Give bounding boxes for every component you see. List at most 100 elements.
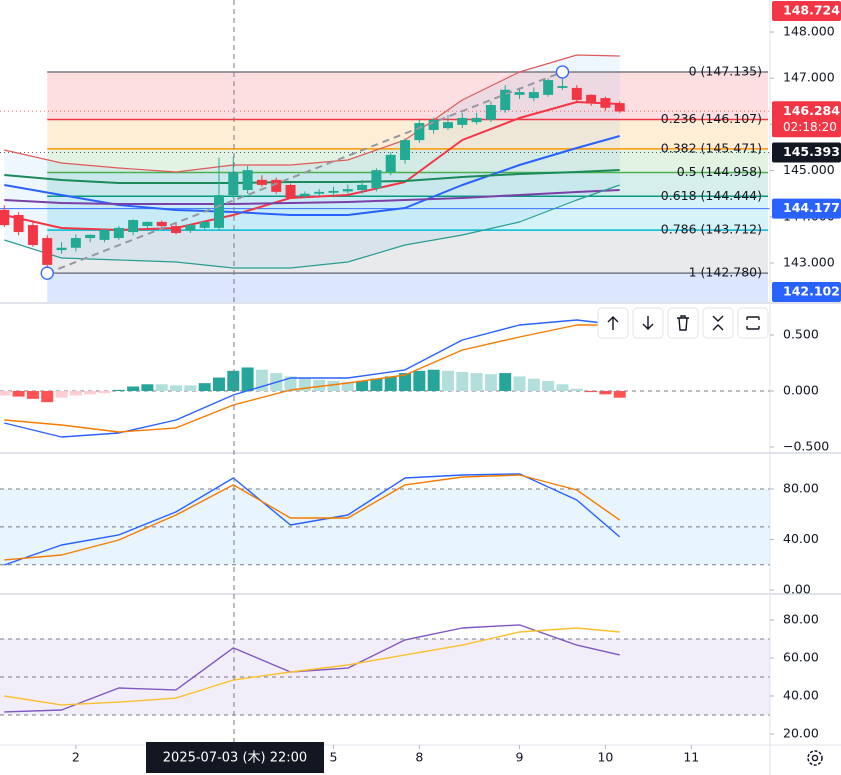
histogram-bar	[241, 367, 254, 391]
y-tick-label: −0.500	[783, 438, 829, 453]
fib-zone	[47, 196, 769, 231]
indicator-line	[4, 627, 620, 706]
y-tick-label: 0.000	[783, 382, 819, 397]
histogram-bar	[613, 390, 626, 398]
candle-body	[442, 122, 453, 129]
crosshair-label-bg	[146, 742, 324, 773]
histogram-bar	[570, 388, 583, 391]
button-icon	[712, 315, 724, 331]
indicator-line	[4, 319, 620, 438]
y-tick-label: 40.00	[783, 687, 819, 702]
indicator-line	[4, 184, 620, 269]
pane-button-delete[interactable]	[667, 307, 699, 339]
histogram-bar	[227, 370, 240, 391]
candle-body	[342, 189, 353, 192]
fib-zone	[47, 230, 769, 274]
countdown-label: 02:18:20	[783, 120, 837, 134]
histogram-bar	[69, 390, 82, 396]
gear-inner	[811, 754, 819, 762]
histogram-bar	[513, 376, 526, 391]
candle-body	[185, 225, 196, 231]
fib-label: 0.382 (145.471)	[661, 140, 762, 155]
histogram-bar	[0, 390, 11, 396]
button-icon	[607, 316, 619, 330]
x-tick-label: 5	[329, 750, 337, 765]
y-tick-label: 0.500	[783, 327, 819, 342]
histogram-bar	[399, 373, 412, 391]
indicator-line	[4, 101, 620, 231]
pane-button-move-up[interactable]	[597, 307, 629, 339]
histogram-bar	[313, 379, 326, 391]
histogram-bar	[41, 390, 54, 403]
y-tick-label: 20.00	[783, 725, 819, 740]
y-tick-label: 80.00	[783, 611, 819, 626]
band-fill	[4, 55, 620, 268]
indicator-line	[4, 473, 621, 566]
histogram-bar	[98, 390, 111, 394]
price-badge-label: 144.177	[783, 200, 840, 215]
histogram-bar	[341, 382, 354, 391]
y-tick-label: 60.00	[783, 649, 819, 664]
button-icon	[746, 316, 760, 330]
histogram-bar	[499, 373, 512, 391]
price-badge	[772, 1, 841, 21]
histogram-bar	[184, 385, 197, 391]
candle-body	[328, 190, 339, 193]
button-frame	[667, 307, 699, 339]
candle-body	[27, 225, 38, 245]
y-tick-label: 80.00	[783, 480, 819, 495]
x-tick-label: 11	[683, 750, 699, 765]
fib-zone	[47, 71, 769, 120]
candle-body	[299, 193, 310, 197]
candle-body	[528, 92, 539, 99]
histogram-bar	[255, 369, 268, 391]
button-frame	[737, 307, 769, 339]
pane-button-maximize[interactable]	[737, 307, 769, 339]
fib-anchor	[555, 65, 570, 79]
candle-body	[543, 80, 554, 95]
candle-body	[285, 184, 296, 198]
candle-body	[600, 98, 611, 108]
fib-trend-line	[46, 71, 563, 275]
histogram-bar	[55, 390, 68, 398]
indicator-line	[4, 474, 621, 561]
price-badge-label: 146.284	[783, 103, 840, 118]
price-badge	[772, 142, 841, 163]
histogram-bar	[556, 384, 569, 391]
candle-body	[256, 179, 267, 185]
candle-body	[113, 227, 124, 239]
settings-button[interactable]	[807, 750, 823, 766]
pane-button-move-down[interactable]	[632, 307, 664, 339]
histogram-bar	[427, 369, 440, 391]
price-badge	[772, 101, 841, 138]
candle-body	[70, 238, 81, 248]
candle-body	[171, 226, 182, 233]
candle-body	[557, 86, 568, 88]
x-tick-label: 10	[597, 750, 613, 765]
histogram-bar	[127, 386, 140, 391]
histogram-bar	[441, 370, 454, 391]
candle-body	[128, 220, 139, 233]
candle-body	[400, 140, 411, 160]
price-badge-label: 148.724	[783, 3, 840, 18]
fib-label: 0 (147.135)	[689, 63, 762, 78]
histogram-bar	[470, 373, 483, 391]
candle-body	[414, 123, 425, 141]
candle-body	[0, 209, 10, 226]
histogram-bar	[284, 376, 297, 391]
candle-body	[85, 234, 96, 239]
pane-button-collapse[interactable]	[702, 307, 734, 339]
histogram-bar	[384, 376, 397, 391]
histogram-bar	[84, 390, 97, 395]
indicator-line	[4, 54, 620, 173]
candle-body	[371, 170, 382, 189]
histogram-bar	[155, 384, 168, 391]
candle-body	[614, 103, 625, 112]
x-tick-label: 8	[415, 750, 423, 765]
button-icon	[677, 315, 689, 331]
candle-body	[99, 229, 110, 240]
y-tick-label: 148.000	[783, 24, 835, 39]
y-tick-label: 0.00	[783, 581, 811, 596]
indicator-line	[4, 324, 620, 433]
